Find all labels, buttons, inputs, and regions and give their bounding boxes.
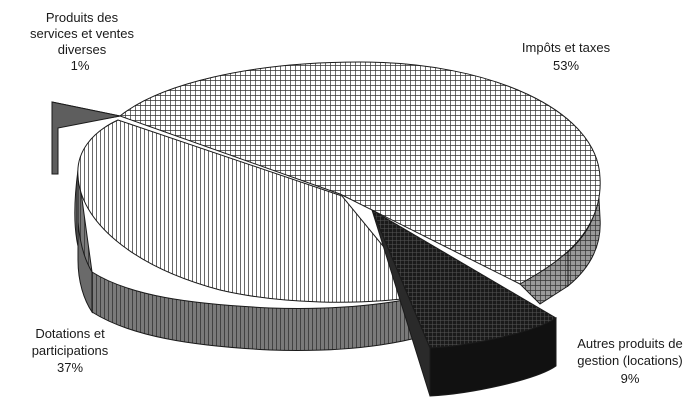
- label-dotations-percent: 37%: [57, 360, 83, 375]
- label-impots: Impôts et taxes 53%: [522, 40, 611, 73]
- label-impots-line1: Impôts et taxes: [522, 40, 611, 55]
- label-impots-percent: 53%: [553, 58, 579, 73]
- label-autres-produits-line2: gestion (locations): [577, 353, 683, 368]
- label-produits-services-line1: Produits des: [46, 10, 119, 25]
- label-produits-services: Produits des services et ventes diverses…: [30, 10, 135, 73]
- label-dotations-line1: Dotations et: [35, 326, 105, 341]
- slice-autres-produits: [370, 208, 557, 397]
- label-produits-services-percent: 1%: [71, 58, 90, 73]
- label-produits-services-line2: services et ventes: [30, 26, 135, 41]
- slice-dotations: [74, 119, 425, 351]
- label-dotations-line2: participations: [32, 343, 109, 358]
- label-dotations: Dotations et participations 37%: [32, 326, 109, 375]
- slice-produits-services: [51, 101, 121, 175]
- slice-impots: [118, 61, 601, 305]
- label-produits-services-line3: diverses: [58, 42, 107, 57]
- label-autres-produits: Autres produits de gestion (locations) 9…: [577, 336, 683, 386]
- label-autres-produits-percent: 9%: [621, 371, 640, 386]
- label-autres-produits-line1: Autres produits de: [577, 336, 683, 351]
